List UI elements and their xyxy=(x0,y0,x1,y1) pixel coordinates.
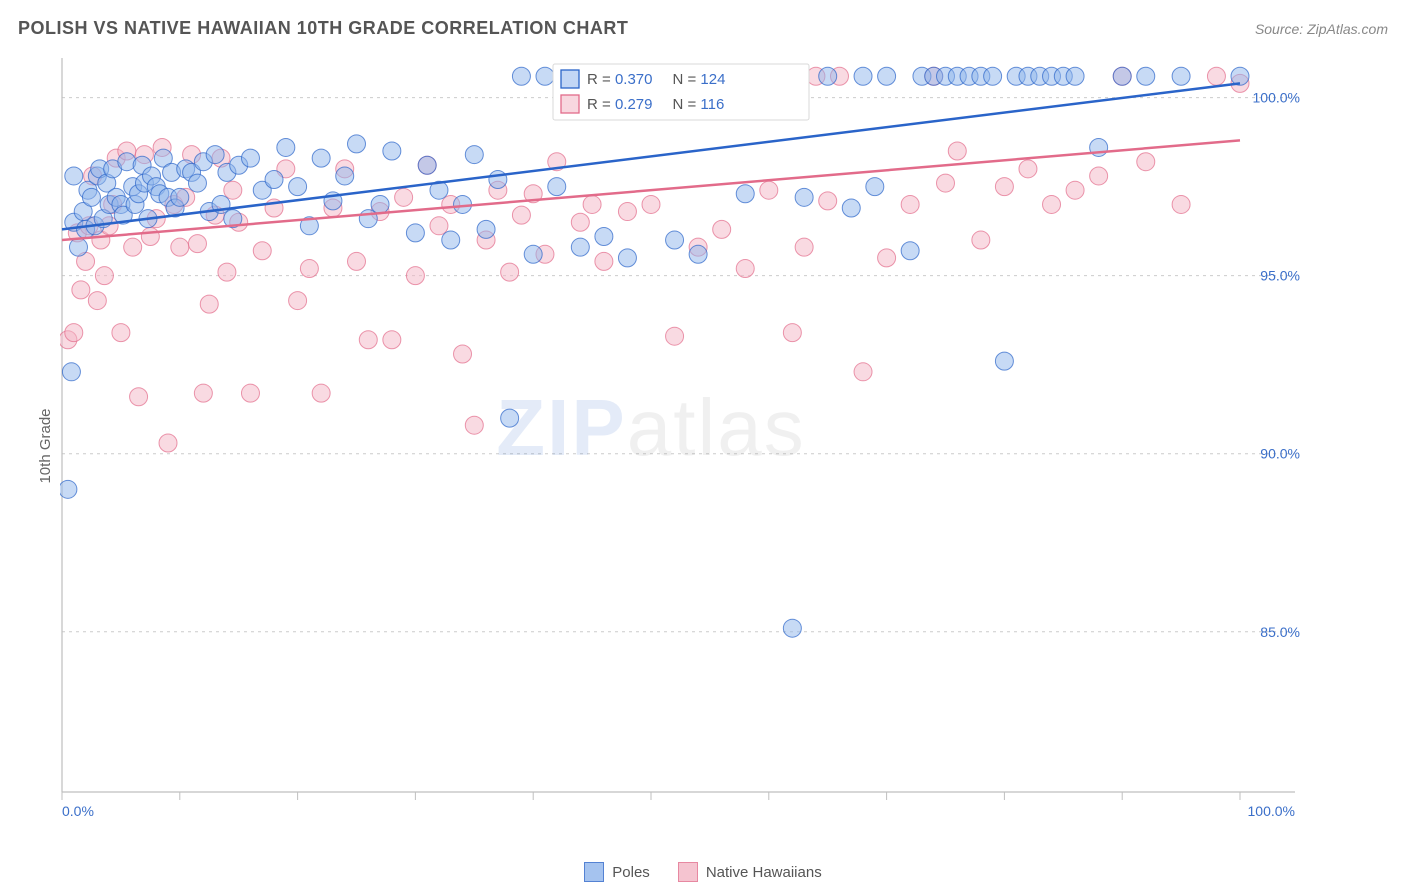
chart-header: POLISH VS NATIVE HAWAIIAN 10TH GRADE COR… xyxy=(18,18,1388,39)
scatter-chart: 85.0%90.0%95.0%100.0%ZIPatlas0.0%100.0%R… xyxy=(60,56,1310,826)
legend-item-hawaiians: Native Hawaiians xyxy=(678,862,822,882)
svg-text:0.0%: 0.0% xyxy=(62,803,94,819)
svg-text:ZIPatlas: ZIPatlas xyxy=(496,383,805,472)
svg-text:95.0%: 95.0% xyxy=(1260,268,1300,284)
legend-swatch-pink xyxy=(678,862,698,882)
svg-text:85.0%: 85.0% xyxy=(1260,624,1300,640)
y-axis-label: 10th Grade xyxy=(37,408,54,483)
svg-text:100.0%: 100.0% xyxy=(1253,90,1300,106)
legend-swatch-blue xyxy=(584,862,604,882)
chart-source: Source: ZipAtlas.com xyxy=(1255,21,1388,37)
chart-title: POLISH VS NATIVE HAWAIIAN 10TH GRADE COR… xyxy=(18,18,628,39)
svg-text:90.0%: 90.0% xyxy=(1260,446,1300,462)
svg-text:100.0%: 100.0% xyxy=(1248,803,1295,819)
legend-item-poles: Poles xyxy=(584,862,650,882)
legend-label-poles: Poles xyxy=(612,864,650,881)
bottom-legend: Poles Native Hawaiians xyxy=(0,862,1406,882)
plot-area: 85.0%90.0%95.0%100.0%ZIPatlas0.0%100.0%R… xyxy=(60,56,1310,826)
legend-label-hawaiians: Native Hawaiians xyxy=(706,864,822,881)
